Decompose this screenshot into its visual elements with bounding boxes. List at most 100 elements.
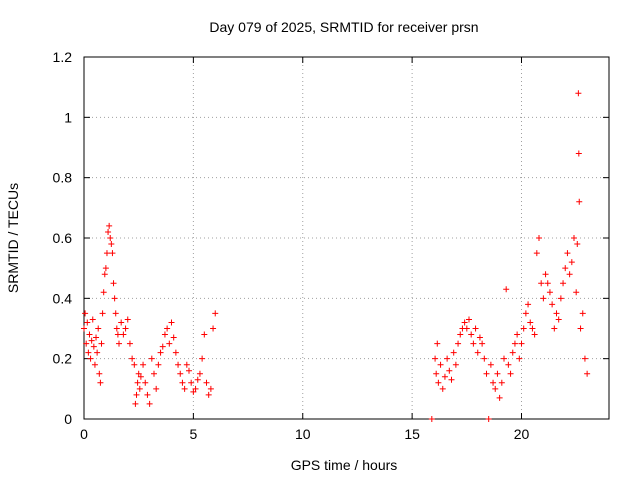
data-point (205, 391, 212, 398)
y-tick-label: 0.4 (53, 290, 73, 306)
data-point (91, 361, 98, 368)
data-point (111, 295, 118, 302)
data-point (81, 325, 87, 332)
data-point (562, 265, 569, 272)
data-point (576, 198, 583, 205)
data-point (446, 367, 453, 374)
data-point (94, 349, 101, 356)
data-point (432, 355, 439, 362)
data-point (144, 391, 151, 398)
data-point (509, 349, 516, 356)
data-point (134, 379, 141, 386)
data-point (496, 394, 503, 401)
data-point (179, 379, 186, 386)
data-point (428, 416, 435, 422)
data-point (575, 150, 582, 157)
data-point (546, 289, 553, 296)
data-point (507, 370, 514, 377)
data-point (186, 367, 192, 374)
data-point (82, 310, 89, 317)
data-point (461, 319, 468, 326)
data-point (566, 271, 573, 278)
x-tick-label: 5 (189, 426, 197, 442)
data-point (522, 310, 529, 317)
data-point (148, 355, 155, 362)
data-point (116, 340, 122, 347)
y-tick-label: 0.8 (53, 170, 73, 186)
data-point (105, 228, 112, 235)
data-point (551, 325, 558, 332)
data-point (501, 355, 507, 362)
x-tick-label: 20 (514, 426, 530, 442)
data-point (564, 250, 571, 257)
data-point (560, 280, 567, 287)
data-point (86, 331, 93, 338)
data-point (455, 340, 462, 347)
data-point (498, 379, 505, 386)
data-point (192, 385, 199, 392)
data-point (525, 301, 532, 308)
data-point (153, 385, 160, 392)
data-point (151, 370, 157, 377)
x-tick-label: 0 (80, 426, 88, 442)
data-point (113, 325, 120, 332)
data-point (120, 331, 127, 338)
data-point (463, 325, 470, 332)
data-point (136, 385, 143, 392)
data-point (492, 385, 499, 392)
data-point (494, 370, 501, 377)
data-point (99, 310, 106, 317)
chart-title: Day 079 of 2025, SRMTID for receiver prs… (209, 19, 478, 35)
data-point (114, 331, 121, 338)
data-point (203, 379, 210, 386)
data-point (468, 331, 475, 338)
y-tick-label: 0.6 (53, 230, 73, 246)
data-point (439, 385, 446, 392)
data-point (577, 325, 584, 332)
data-point (172, 349, 179, 356)
data-point (140, 361, 147, 368)
data-point (574, 241, 581, 248)
data-point (161, 331, 168, 338)
data-point (190, 388, 197, 395)
data-point (142, 379, 149, 386)
data-point (170, 334, 177, 341)
data-point (112, 310, 119, 317)
data-point (581, 355, 588, 362)
data-point (90, 343, 97, 350)
data-point (100, 289, 107, 296)
data-point (474, 349, 481, 356)
data-point (124, 316, 131, 323)
data-point (540, 295, 547, 302)
data-point (196, 370, 203, 377)
data-point (175, 361, 182, 368)
data-point (96, 370, 103, 377)
data-point (470, 340, 477, 347)
y-tick-label: 0 (64, 411, 72, 427)
plot-frame (83, 56, 610, 420)
data-point (516, 355, 523, 362)
data-point (210, 325, 217, 332)
data-point (538, 280, 545, 287)
data-point (101, 271, 108, 278)
data-point (466, 316, 472, 323)
data-point (487, 361, 494, 368)
data-point (514, 331, 521, 338)
data-point (520, 325, 527, 332)
y-axis-label: SRMTID / TECUs (5, 183, 21, 293)
data-point (527, 319, 534, 326)
data-point (549, 301, 556, 308)
data-point (481, 355, 488, 362)
data-point (476, 334, 483, 341)
data-point (131, 361, 138, 368)
data-point (479, 340, 486, 347)
data-point (135, 370, 142, 377)
data-point (155, 361, 162, 368)
data-point (542, 271, 549, 278)
data-point (571, 235, 577, 241)
data-point (452, 361, 459, 368)
data-point (194, 376, 201, 383)
data-point (166, 340, 173, 347)
data-point (437, 361, 444, 368)
data-point (168, 319, 175, 326)
